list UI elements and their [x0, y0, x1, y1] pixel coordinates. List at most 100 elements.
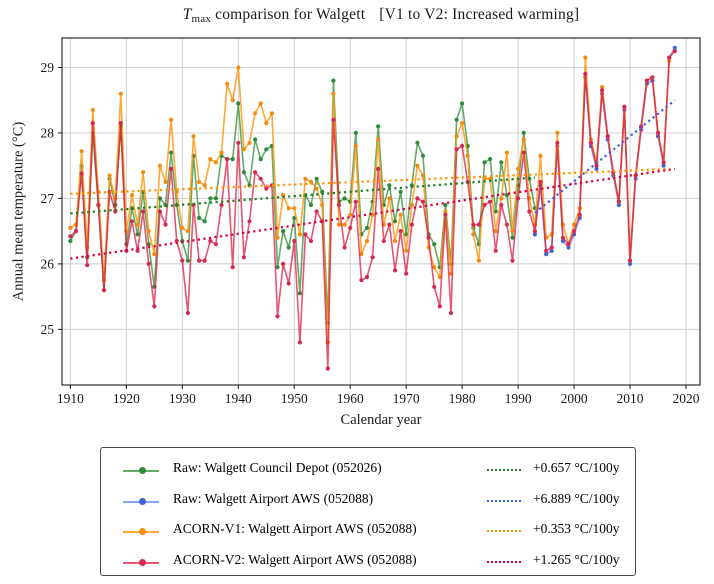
title-bracket: [V1 to V2: Increased warming]	[379, 6, 580, 23]
data-point	[314, 176, 319, 181]
data-point	[348, 212, 353, 217]
data-point	[353, 130, 358, 135]
data-point	[163, 179, 168, 185]
data-point	[661, 160, 666, 165]
data-point	[577, 212, 582, 217]
data-point	[79, 171, 84, 176]
data-point	[202, 258, 207, 263]
legend-row-raw-aws: Raw: Walgett Airport AWS (052088) +6.889…	[101, 487, 635, 517]
data-point	[387, 222, 392, 227]
series-line-0	[69, 79, 536, 324]
data-point	[342, 245, 347, 250]
data-point	[79, 149, 84, 154]
data-point	[482, 176, 487, 181]
y-tick-label: 25	[41, 322, 55, 337]
data-point	[443, 202, 448, 208]
data-point	[219, 202, 224, 208]
data-point	[213, 242, 218, 247]
data-point	[118, 121, 123, 126]
title-variable: T	[182, 6, 192, 23]
data-point	[364, 225, 370, 230]
legend-box: Raw: Walgett Council Depot (052026) +0.6…	[100, 447, 636, 576]
y-tick-label: 29	[41, 60, 55, 75]
data-point	[197, 215, 202, 221]
data-point	[258, 101, 263, 106]
data-point	[476, 258, 481, 263]
data-point	[169, 166, 174, 171]
data-point	[325, 366, 330, 371]
data-point	[202, 219, 207, 224]
data-point	[185, 229, 190, 234]
trend-line-1	[534, 99, 676, 214]
data-point	[157, 163, 162, 168]
data-point	[135, 222, 140, 227]
data-point	[460, 143, 465, 149]
data-point	[129, 219, 135, 224]
data-point	[292, 206, 297, 211]
data-point	[392, 238, 398, 244]
data-point	[264, 186, 269, 191]
data-point	[331, 91, 336, 96]
data-point	[404, 271, 409, 276]
data-point	[471, 232, 476, 237]
data-point	[376, 137, 381, 142]
data-point	[672, 45, 677, 50]
trend-line-0	[70, 176, 535, 215]
x-tick-label: 1990	[505, 391, 532, 406]
data-point	[454, 117, 459, 122]
data-point	[544, 248, 549, 253]
data-point	[303, 176, 308, 181]
legend-trend-label: +0.353 °C/100y	[533, 521, 620, 536]
data-point	[152, 304, 157, 309]
data-point	[370, 255, 375, 260]
y-tick-label: 27	[41, 191, 55, 206]
data-point	[538, 179, 543, 185]
data-point	[549, 245, 554, 250]
data-point	[432, 284, 437, 289]
data-point	[308, 202, 314, 208]
data-point	[387, 183, 392, 188]
data-point	[68, 238, 73, 244]
data-point	[135, 232, 140, 237]
data-point	[376, 124, 381, 129]
y-tick-label: 28	[41, 125, 55, 140]
data-point	[454, 147, 459, 152]
data-point	[493, 229, 498, 234]
data-point	[129, 193, 135, 198]
data-point	[107, 173, 112, 178]
data-point	[73, 229, 79, 234]
data-point	[230, 265, 235, 270]
data-point	[264, 147, 269, 152]
data-point	[499, 196, 504, 201]
data-point	[157, 196, 162, 201]
data-point	[169, 150, 174, 155]
data-point	[488, 199, 493, 204]
data-point	[420, 199, 426, 204]
data-point	[275, 235, 280, 240]
data-point	[460, 121, 465, 126]
trend-line-3	[70, 167, 675, 260]
data-point	[616, 199, 622, 204]
data-point	[303, 232, 308, 237]
data-point	[600, 85, 605, 90]
data-point	[409, 222, 414, 227]
data-point	[286, 206, 291, 211]
data-point	[398, 212, 403, 217]
data-point	[90, 107, 95, 113]
x-tick-label: 1970	[393, 391, 420, 406]
data-point	[118, 91, 123, 96]
legend-row-acorn-v1: ACORN-V1: Walgett Airport AWS (052088) +…	[101, 517, 635, 547]
data-point	[516, 196, 521, 201]
data-point	[152, 252, 157, 257]
data-point	[432, 265, 437, 270]
data-point	[583, 71, 588, 77]
x-tick-label: 1950	[281, 391, 308, 406]
data-point	[544, 252, 549, 257]
data-point	[594, 163, 599, 168]
data-point	[398, 189, 403, 194]
data-point	[521, 150, 526, 155]
data-point	[336, 202, 342, 208]
data-point	[169, 117, 174, 122]
data-point	[342, 196, 347, 201]
data-point	[342, 222, 347, 227]
